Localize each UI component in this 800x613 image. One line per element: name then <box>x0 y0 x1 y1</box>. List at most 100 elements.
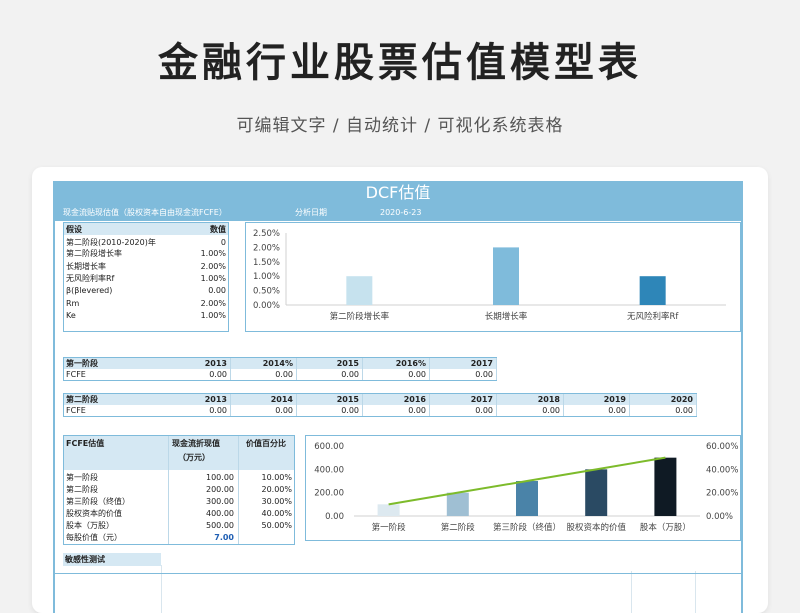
chart2-bar <box>446 492 469 516</box>
fcfe-row-pv[interactable]: 300.00 <box>206 497 234 506</box>
chart2-x-tick: 第二阶段 <box>441 522 476 533</box>
fcfe-row-pv[interactable]: 7.00 <box>214 533 234 542</box>
fcfe-row-pv[interactable]: 500.00 <box>206 521 234 530</box>
chart1-x-tick: 无风险利率Rf <box>627 311 679 322</box>
sensitivity-bar <box>63 553 161 566</box>
fcfe-valuation-header <box>64 436 294 470</box>
chart2-x-tick: 股本（万股） <box>640 522 691 533</box>
stage2-value[interactable]: 0.00 <box>608 406 626 415</box>
stage2-year: 2016 <box>403 395 426 404</box>
grid-line <box>161 565 162 613</box>
section-bar: 现金流贴现估值（股权资本自由现金流FCFE） 分析日期 2020-6-23 <box>55 205 741 221</box>
chart2-bar <box>516 481 538 516</box>
analysis-date-label: 分析日期 <box>295 208 327 217</box>
chart2-y-right-tick: 60.00% <box>706 442 738 452</box>
chart2-y-right-tick: 40.00% <box>706 465 738 475</box>
stage2-year: 2015 <box>336 395 359 404</box>
stage1-value[interactable]: 0.00 <box>475 370 493 379</box>
stage2-year: 2014 <box>270 395 293 404</box>
chart2-bar <box>377 504 400 516</box>
fcfe-header-unit: （万元） <box>178 453 210 462</box>
stage1-year: 2016% <box>395 359 426 368</box>
fcfe-row-label: 第二阶段 <box>66 485 98 494</box>
stage1-value[interactable]: 0.00 <box>341 370 359 379</box>
stage2-value[interactable]: 0.00 <box>275 406 293 415</box>
fcfe-row-pv[interactable]: 200.00 <box>206 485 234 494</box>
stage1-table: 第一阶段 FCFE 2013 0.00 2014% 0.00 2015 0.00 2016% 0.… <box>63 357 497 381</box>
chart2-y-right-tick: 0.00% <box>706 512 733 522</box>
stage1-year: 2013 <box>204 359 227 368</box>
stage1-header <box>64 358 496 369</box>
fcfe-row-label: 第三阶段（终值） <box>66 497 130 506</box>
assumption-value[interactable]: 0 <box>220 238 226 247</box>
analysis-date[interactable]: 2020-6-23 <box>380 208 422 217</box>
fcfe-row-pct[interactable]: 50.00% <box>261 521 292 530</box>
chart1-y-tick: 0.00% <box>253 301 280 311</box>
assumptions-header-value: 数值 <box>210 225 226 234</box>
chart1-y-tick: 1.50% <box>253 258 280 268</box>
page-subtitle: 可编辑文字 / 自动统计 / 可视化系统表格 <box>236 116 564 136</box>
assumption-value[interactable]: 1.00% <box>200 311 226 320</box>
stage1-col-divider <box>296 358 297 380</box>
stage2-value[interactable]: 0.00 <box>209 406 227 415</box>
assumption-value[interactable]: 2.00% <box>200 299 226 308</box>
section-title: 现金流贴现估值（股权资本自由现金流FCFE） <box>63 208 227 217</box>
assumption-value[interactable]: 2.00% <box>200 262 226 271</box>
stage2-year: 2017 <box>470 395 493 404</box>
fcfe-row-pct[interactable]: 30.00% <box>261 497 292 506</box>
stage1-row-label: FCFE <box>66 370 86 379</box>
chart1-x-tick: 长期增长率 <box>485 311 528 322</box>
stage2-year: 2018 <box>537 395 560 404</box>
stage2-value[interactable]: 0.00 <box>341 406 359 415</box>
chart1-x-tick: 第二阶段增长率 <box>330 311 390 322</box>
stage2-col-divider <box>496 394 497 416</box>
grid-line <box>631 571 632 613</box>
fcfe-header-pv: 现金流折现值 <box>172 439 220 448</box>
stage2-year: 2013 <box>204 395 227 404</box>
fcfe-row-pct[interactable]: 40.00% <box>261 509 292 518</box>
fcfe-row-pv[interactable]: 100.00 <box>206 473 234 482</box>
fcfe-row-pct[interactable]: 10.00% <box>261 473 292 482</box>
stage2-value[interactable]: 0.00 <box>675 406 693 415</box>
chart-rates-svg: 0.00% 0.50% 1.00% 1.50% 2.00% 2.50% 第二阶段增长率 长期增… <box>253 229 726 322</box>
stage2-col-divider <box>296 394 297 416</box>
stage1-year: 2017 <box>470 359 493 368</box>
stage2-value[interactable]: 0.00 <box>408 406 426 415</box>
spreadsheet: DCF估值 现金流贴现估值（股权资本自由现金流FCFE） 分析日期 2020-6… <box>53 181 743 613</box>
stage2-header-label: 第二阶段 <box>66 395 98 404</box>
chart2-bar <box>654 457 677 516</box>
assumption-value[interactable]: 1.00% <box>200 274 226 283</box>
fcfe-row-pv[interactable]: 400.00 <box>206 509 234 518</box>
stage1-value[interactable]: 0.00 <box>209 370 227 379</box>
fcfe-col-divider <box>168 436 169 544</box>
stage1-col-divider <box>429 358 430 380</box>
assumption-label: β(βlevered) <box>66 286 113 295</box>
assumption-label: 第二阶段增长率 <box>66 249 122 258</box>
sensitivity-label: 敏感性测试 <box>65 555 105 564</box>
chart1-bar <box>346 276 373 305</box>
assumption-value[interactable]: 1.00% <box>200 249 226 258</box>
stage1-value[interactable]: 0.00 <box>275 370 293 379</box>
stage2-col-divider <box>629 394 630 416</box>
stage1-value[interactable]: 0.00 <box>408 370 426 379</box>
fcfe-row-label: 股权资本的价值 <box>66 509 122 518</box>
fcfe-header-pct: 价值百分比 <box>246 439 286 448</box>
stage2-table: 第二阶段 FCFE 2013 0.00 2014 0.00 2015 0.00 2016 0.00… <box>63 393 697 417</box>
stage2-col-divider <box>563 394 564 416</box>
assumptions-table: 假设 数值 第二阶段(2010-2020)年 0 第二阶段增长率 1.00% 长期增长率… <box>63 222 229 332</box>
fcfe-row-pct[interactable]: 20.00% <box>261 485 292 494</box>
assumption-label: Ke <box>66 311 76 320</box>
chart1-bar <box>639 276 666 305</box>
fcfe-col-divider <box>238 436 239 544</box>
chart-valuation-svg: 0.00 200.00 400.00 600.00 0.00% 20.00% 40.00% 6… <box>314 442 738 533</box>
stage2-value[interactable]: 0.00 <box>542 406 560 415</box>
assumption-value[interactable]: 0.00 <box>208 286 226 295</box>
fcfe-row-label: 每股价值（元） <box>66 533 122 542</box>
stage2-value[interactable]: 0.00 <box>475 406 493 415</box>
assumption-label: 无风险利率Rf <box>66 274 115 283</box>
chart2-y-tick: 0.00 <box>325 512 344 522</box>
fcfe-header-label: FCFE估值 <box>66 439 105 448</box>
stage2-header <box>64 394 696 405</box>
stage1-header-label: 第一阶段 <box>66 359 98 368</box>
stage2-col-divider <box>230 394 231 416</box>
